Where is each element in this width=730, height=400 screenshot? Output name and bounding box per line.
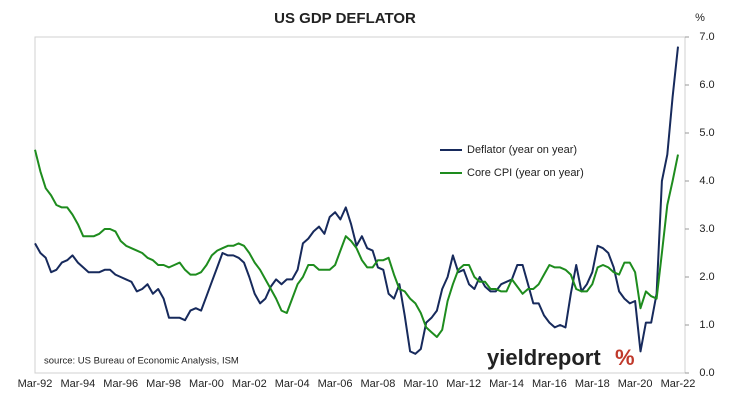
x-tick-label: Mar-92 [18,378,53,390]
y-tick-label: 2.0 [699,271,714,283]
legend-label: Core CPI (year on year) [467,167,584,179]
x-tick-label: Mar-00 [189,378,224,390]
y-tick-label: 0.0 [699,367,714,379]
chart-title: US GDP DEFLATOR [274,10,416,27]
x-tick-label: Mar-14 [489,378,524,390]
x-tick-label: Mar-16 [532,378,567,390]
y-tick-label: 6.0 [699,79,714,91]
x-tick-label: Mar-06 [318,378,353,390]
x-tick-label: Mar-22 [661,378,696,390]
y-unit: % [695,12,705,24]
y-tick-label: 1.0 [699,319,714,331]
x-tick-label: Mar-08 [361,378,396,390]
y-tick-label: 7.0 [699,31,714,43]
x-tick-label: Mar-94 [60,378,95,390]
legend-label: Deflator (year on year) [467,144,577,156]
y-tick-label: 5.0 [699,127,714,139]
y-tick-label: 3.0 [699,223,714,235]
line-series [34,46,679,355]
x-tick-label: Mar-18 [575,378,610,390]
x-tick-label: Mar-96 [103,378,138,390]
y-tick-label: 4.0 [699,175,714,187]
source: source: US Bureau of Economic Analysis, … [44,356,239,367]
x-tick-label: Mar-98 [146,378,181,390]
plot-frame [34,36,686,374]
x-tick-label: Mar-20 [618,378,653,390]
x-tick-label: Mar-10 [403,378,438,390]
line-series [34,149,679,338]
brand: yieldreport [487,345,601,370]
x-tick-label: Mar-02 [232,378,267,390]
brand-mark: % [615,345,635,370]
x-tick-label: Mar-12 [446,378,481,390]
x-tick-label: Mar-04 [275,378,310,390]
